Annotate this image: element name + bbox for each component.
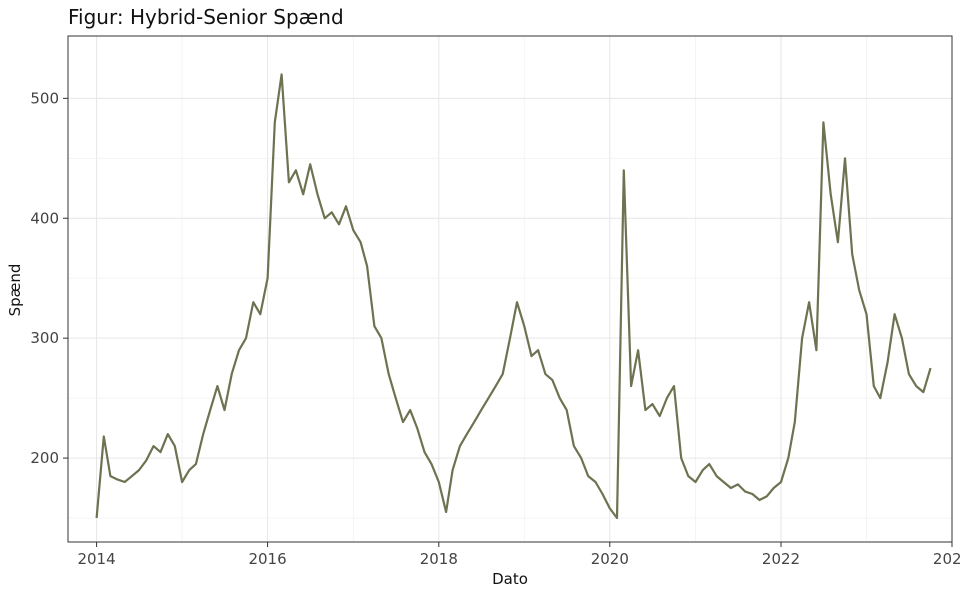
y-tick-label: 500	[30, 89, 59, 107]
chart-title: Figur: Hybrid-Senior Spænd	[68, 5, 344, 29]
series-line	[95, 73, 932, 520]
y-tick-label: 300	[30, 329, 59, 347]
series-layer	[95, 73, 932, 520]
x-tick-label: 2024	[933, 550, 960, 568]
x-tick-label: 2016	[248, 550, 286, 568]
x-tick-label: 2014	[77, 550, 115, 568]
grid-lines	[68, 36, 953, 542]
x-axis-ticks: 2014 2016 2018 2020 2022 2024	[77, 542, 960, 568]
y-tick-label: 400	[30, 209, 59, 227]
x-tick-label: 2018	[420, 550, 458, 568]
x-axis-label: Dato	[492, 570, 528, 588]
x-tick-label: 2022	[762, 550, 800, 568]
x-tick-label: 2020	[591, 550, 629, 568]
y-tick-label: 200	[30, 449, 59, 467]
y-axis-label: Spænd	[6, 264, 24, 317]
plot-frame	[67, 35, 953, 543]
y-axis-ticks: 200 300 400 500	[30, 89, 68, 467]
